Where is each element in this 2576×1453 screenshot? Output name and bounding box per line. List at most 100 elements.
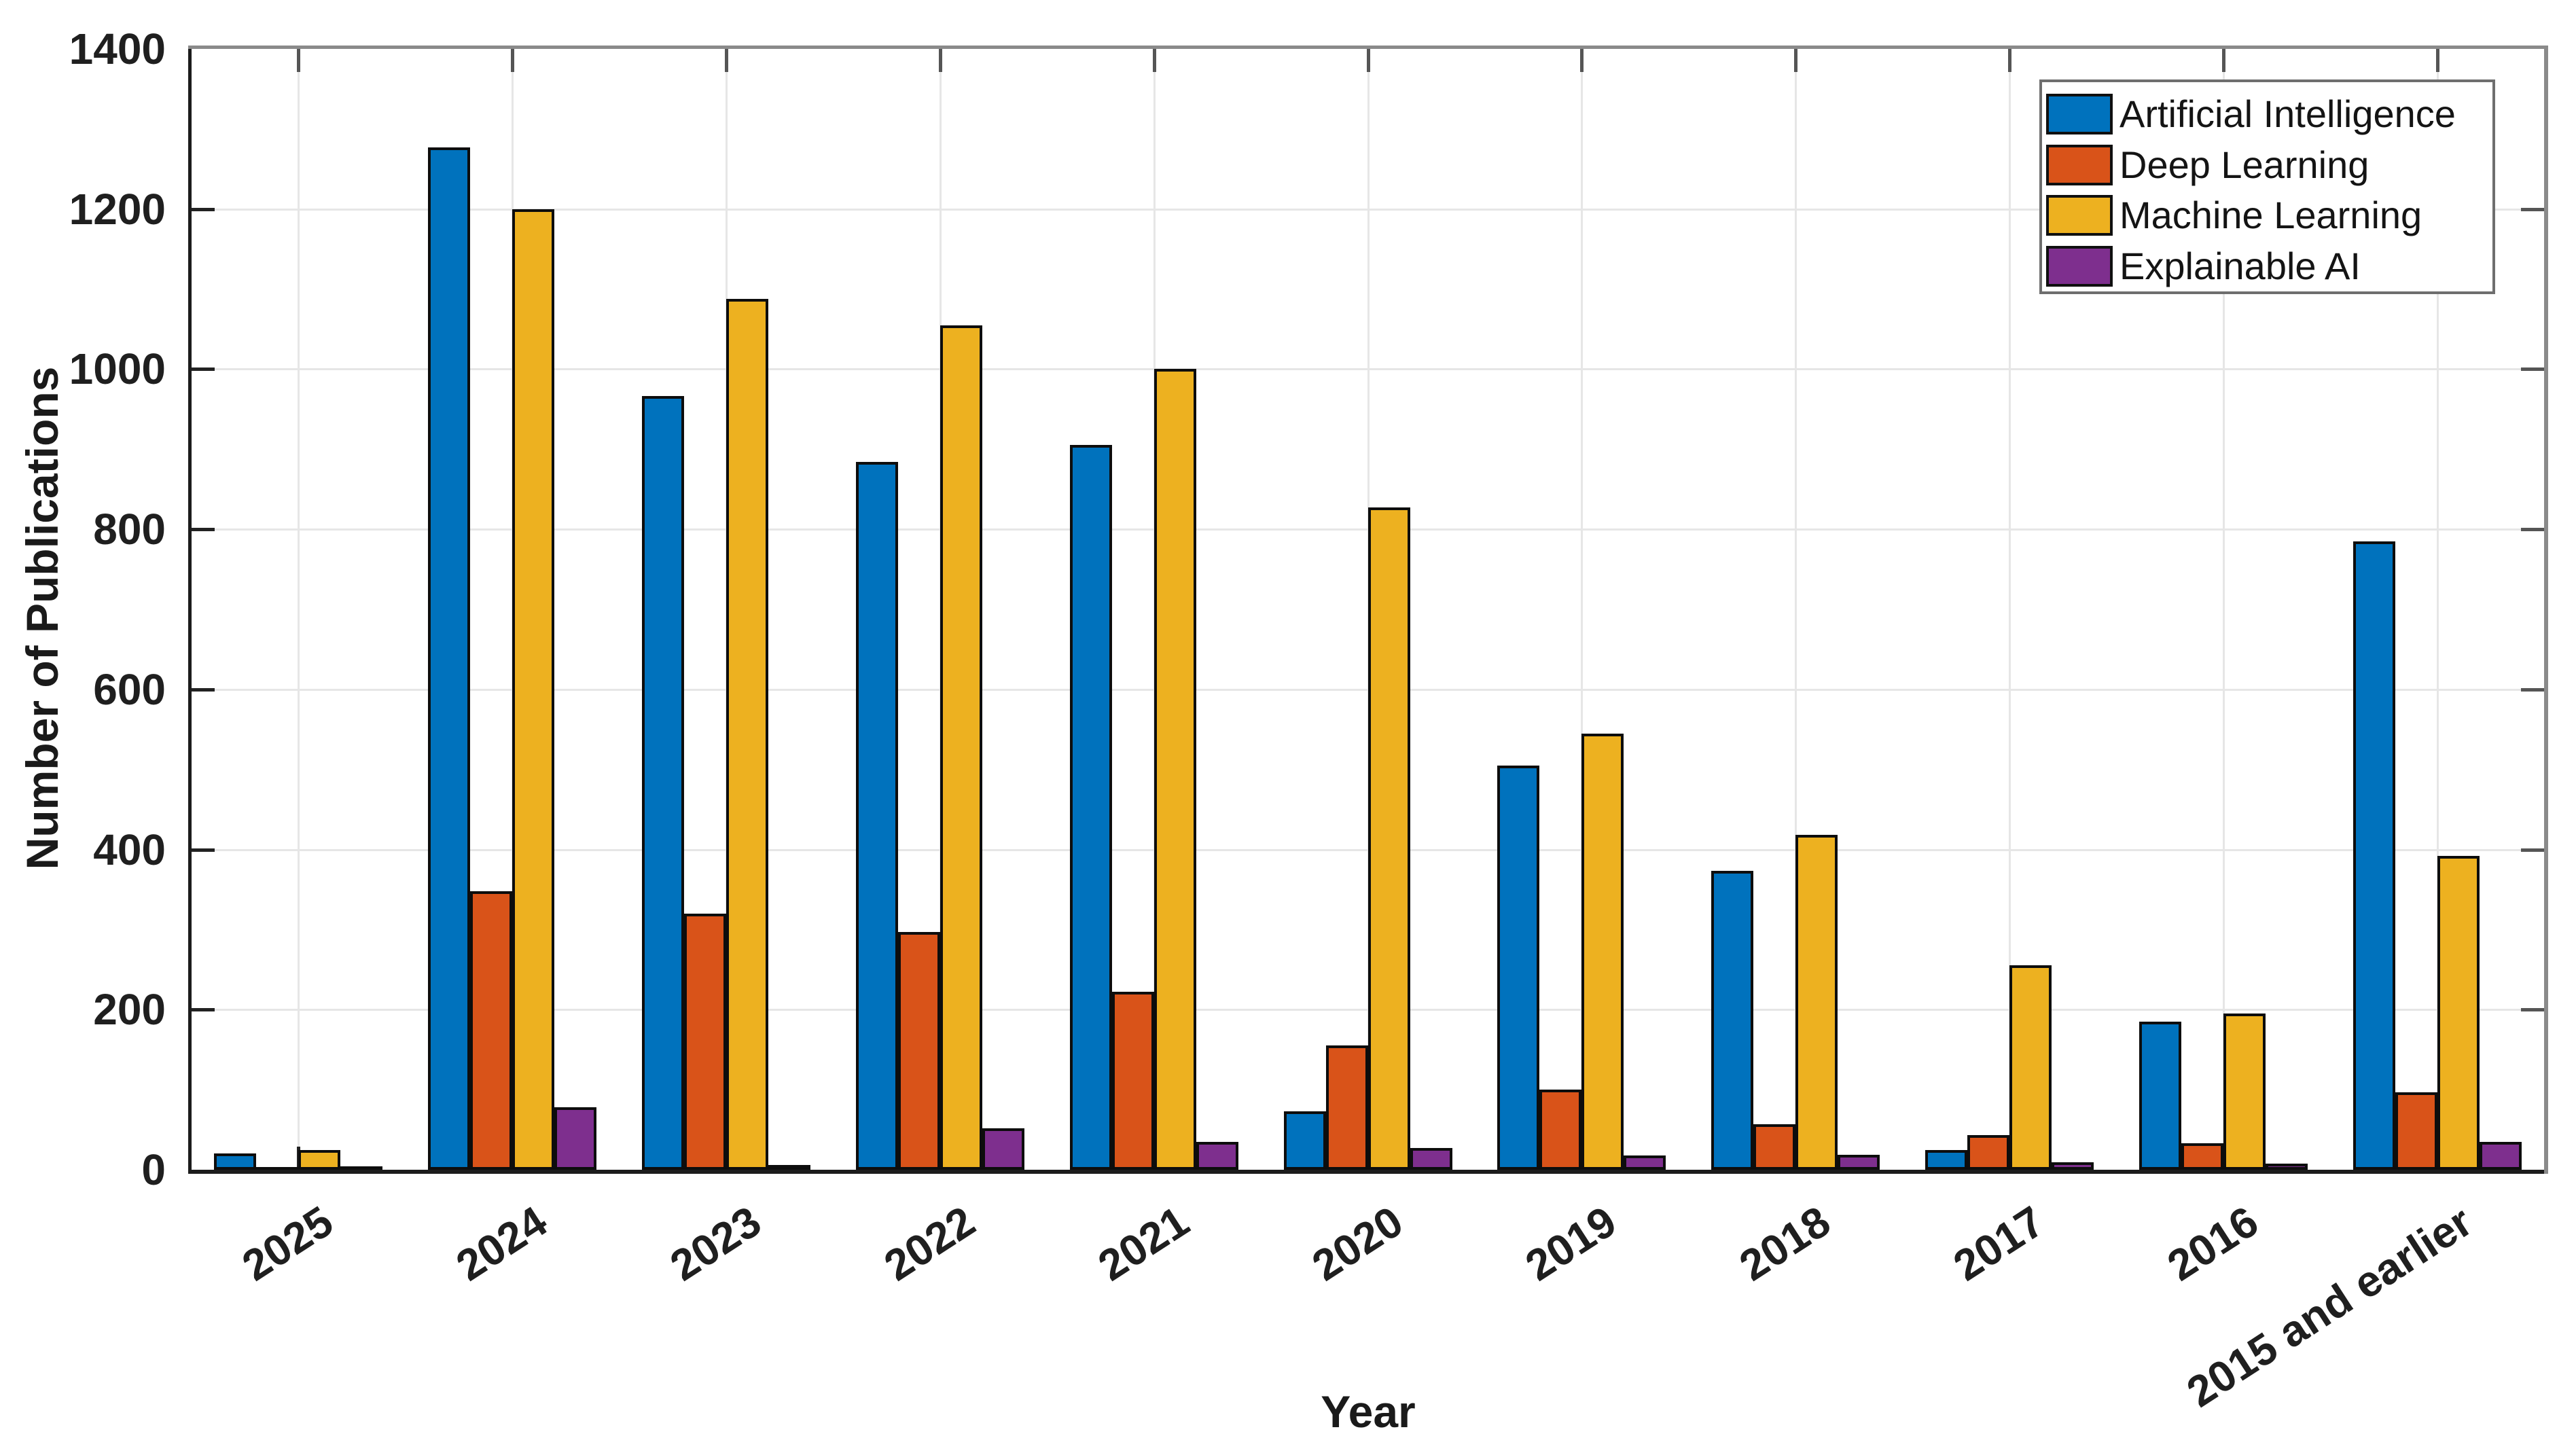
x-tick-mark-top — [1152, 49, 1156, 72]
bar-machine-learning-10 — [2437, 856, 2480, 1170]
y-tick-label: 1200 — [69, 184, 166, 234]
x-tick-label: 2021 — [1089, 1196, 1198, 1291]
bar-machine-learning-1 — [512, 209, 554, 1170]
x-tick-mark-top — [1366, 49, 1370, 72]
bar-machine-learning-7 — [1795, 835, 1838, 1170]
legend-swatch-icon — [2046, 245, 2113, 287]
legend-label: Artificial Intelligence — [2119, 92, 2456, 136]
x-tick-label: 2024 — [448, 1196, 556, 1291]
bar-machine-learning-3 — [940, 325, 982, 1170]
v-gridline — [1581, 49, 1584, 1170]
y-tick-label: 1400 — [69, 24, 166, 73]
bar-machine-learning-2 — [726, 299, 768, 1170]
y-tick-label: 1000 — [69, 344, 166, 394]
bar-explainable-ai-6 — [1624, 1155, 1666, 1170]
legend-swatch-icon — [2046, 195, 2113, 236]
y-tick-label: 200 — [93, 985, 166, 1035]
bar-deep-learning-1 — [470, 891, 512, 1170]
y-tick-mark-right — [2521, 687, 2544, 692]
x-tick-mark-top — [2435, 49, 2439, 72]
bar-deep-learning-7 — [1753, 1124, 1795, 1170]
bar-machine-learning-8 — [2009, 965, 2052, 1170]
bar-explainable-ai-7 — [1838, 1155, 1880, 1170]
v-gridline — [1795, 49, 1797, 1170]
x-tick-mark-top — [2221, 49, 2225, 72]
y-tick-label: 800 — [93, 505, 166, 554]
axis-top — [188, 46, 2548, 49]
bar-artificial-intelligence-4 — [1070, 445, 1112, 1170]
bar-machine-learning-6 — [1581, 734, 1624, 1170]
y-tick-label: 0 — [141, 1145, 166, 1194]
v-gridline — [2436, 49, 2439, 1170]
x-tick-label: 2022 — [875, 1196, 984, 1291]
legend-entry-machine-learning: Machine Learning — [2046, 190, 2492, 241]
legend-swatch-icon — [2046, 144, 2113, 185]
y-tick-mark-left — [192, 367, 215, 372]
y-tick-mark-left — [192, 848, 215, 852]
x-tick-mark-top — [938, 49, 942, 72]
x-tick-mark-top — [1580, 49, 1584, 72]
x-tick-label: 2020 — [1303, 1196, 1412, 1291]
y-tick-mark-right — [2521, 1008, 2544, 1012]
y-tick-mark-right — [2521, 367, 2544, 372]
bar-machine-learning-4 — [1154, 369, 1196, 1170]
bar-explainable-ai-8 — [2052, 1162, 2094, 1170]
legend: Artificial Intelligence Deep Learning Mach… — [2039, 79, 2495, 294]
axis-right — [2544, 46, 2548, 1174]
bar-artificial-intelligence-5 — [1284, 1111, 1326, 1170]
bar-artificial-intelligence-10 — [2353, 541, 2395, 1170]
bar-artificial-intelligence-9 — [2139, 1022, 2181, 1170]
bar-deep-learning-3 — [898, 932, 940, 1170]
bar-explainable-ai-10 — [2480, 1142, 2522, 1170]
bar-deep-learning-9 — [2181, 1143, 2223, 1170]
bar-deep-learning-2 — [684, 914, 726, 1170]
legend-label: Deep Learning — [2119, 143, 2369, 186]
y-tick-label: 600 — [93, 664, 166, 714]
legend-entry-artificial-intelligence: Artificial Intelligence — [2046, 89, 2492, 140]
y-tick-mark-left — [192, 1008, 215, 1012]
x-tick-label: 2018 — [1731, 1196, 1839, 1291]
bar-artificial-intelligence-3 — [856, 462, 898, 1170]
x-tick-mark-top — [297, 49, 301, 72]
y-tick-label: 400 — [93, 825, 166, 874]
x-tick-label: 2016 — [2158, 1196, 2267, 1291]
bar-artificial-intelligence-1 — [428, 147, 470, 1170]
x-tick-mark-top — [1794, 49, 1798, 72]
bar-deep-learning-5 — [1326, 1045, 1368, 1170]
x-tick-mark-top — [725, 49, 729, 72]
bar-explainable-ai-5 — [1410, 1148, 1452, 1170]
v-gridline — [298, 49, 300, 1170]
legend-entry-explainable-ai: Explainable AI — [2046, 241, 2492, 292]
bar-deep-learning-4 — [1112, 992, 1154, 1170]
legend-label: Machine Learning — [2119, 194, 2422, 237]
bar-artificial-intelligence-0 — [214, 1153, 256, 1170]
bar-deep-learning-6 — [1539, 1090, 1581, 1170]
y-tick-mark-right — [2521, 528, 2544, 532]
v-gridline — [2008, 49, 2011, 1170]
bar-explainable-ai-4 — [1196, 1142, 1238, 1170]
legend-entry-deep-learning: Deep Learning — [2046, 140, 2492, 191]
x-tick-mark-top — [511, 49, 515, 72]
x-axis-label: Year — [1321, 1386, 1416, 1437]
bar-explainable-ai-1 — [554, 1107, 596, 1170]
y-tick-mark-left — [192, 687, 215, 692]
bar-artificial-intelligence-8 — [1925, 1150, 1967, 1170]
bar-explainable-ai-2 — [768, 1165, 810, 1170]
bar-artificial-intelligence-7 — [1711, 871, 1753, 1170]
y-axis-label: Number of Publications — [17, 366, 67, 870]
y-tick-mark-left — [192, 528, 215, 532]
y-tick-mark-left — [192, 207, 215, 211]
y-tick-mark-right — [2521, 848, 2544, 852]
x-tick-label: 2023 — [661, 1196, 770, 1291]
v-gridline — [2222, 49, 2225, 1170]
y-tick-mark-right — [2521, 207, 2544, 211]
x-tick-label: 2019 — [1517, 1196, 1625, 1291]
x-tick-label: 2025 — [234, 1196, 342, 1291]
x-tick-label: 2017 — [1944, 1196, 2053, 1291]
axis-bottom — [188, 1170, 2548, 1174]
x-tick-mark-top — [2007, 49, 2011, 72]
legend-label: Explainable AI — [2119, 244, 2361, 287]
bar-deep-learning-10 — [2395, 1092, 2437, 1170]
